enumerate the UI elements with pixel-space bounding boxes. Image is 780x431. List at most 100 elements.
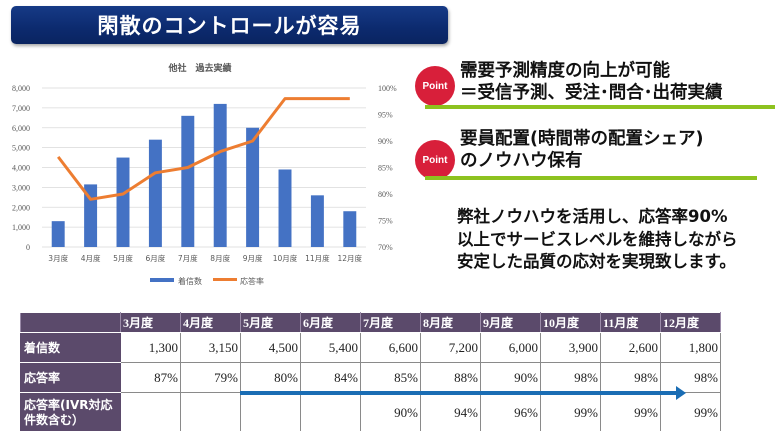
bar-calls — [51, 221, 65, 247]
table-cell: 2,600 — [600, 332, 661, 363]
y-left-tick-label: 1,000 — [12, 223, 30, 232]
y-left-tick-label: 4,000 — [12, 164, 30, 173]
table-cell: 79% — [180, 362, 241, 393]
point-badge: Point — [415, 140, 455, 180]
y-right-tick-label: 80% — [378, 190, 393, 199]
x-tick-label: 10月度 — [273, 253, 298, 263]
point-text: 要員配置(時間帯の配置シェア) のノウハウ保有 — [460, 129, 704, 171]
month-header: 7月度 — [360, 312, 421, 333]
x-tick-label: 3月度 — [48, 253, 68, 263]
x-tick-label: 12月度 — [338, 253, 363, 263]
title-banner: 閑散のコントロールが容易 — [11, 6, 448, 44]
series-line-answer-rate — [57, 97, 350, 201]
table-cell: 90% — [360, 392, 421, 431]
table-cell: 80% — [240, 362, 301, 393]
legend-label-rate: 応答率 — [240, 276, 264, 286]
table-cell: 6,600 — [360, 332, 421, 363]
table-cell: 98% — [660, 362, 721, 393]
table-row-answer-rate-ivr: 応答率(IVR対応 件数含む） 90% 94% 96% 99% 99% 99% — [20, 392, 721, 431]
month-header: 9月度 — [480, 312, 541, 333]
table-cell: 99% — [660, 392, 721, 431]
month-header: 10月度 — [540, 312, 601, 333]
data-table: 3月度 4月度 5月度 6月度 7月度 8月度 9月度 10月度 11月度 12… — [20, 312, 721, 431]
y-right-tick-label: 90% — [378, 137, 393, 146]
table-cell: 5,400 — [300, 332, 361, 363]
improvement-arrow — [240, 391, 677, 395]
row-label: 応答率(IVR対応 件数含む） — [20, 392, 121, 431]
chart-title: 他社 過去実績 — [167, 62, 231, 74]
table-cell: 1,300 — [120, 332, 181, 363]
month-header: 11月度 — [600, 312, 661, 333]
month-header: 12月度 — [660, 312, 721, 333]
y-left-tick-label: 8,000 — [12, 84, 30, 93]
table-cell: 3,150 — [180, 332, 241, 363]
table-cell: 84% — [300, 362, 361, 393]
y-left-tick-label: 3,000 — [12, 183, 30, 192]
y-left-tick-label: 2,000 — [12, 203, 30, 212]
table-row-calls: 着信数 1,300 3,150 4,500 5,400 6,600 7,200 … — [20, 332, 721, 363]
bar-calls — [148, 139, 162, 247]
x-tick-label: 5月度 — [113, 253, 133, 263]
legend-swatch-rate — [213, 278, 237, 281]
summary-text: 弊社ノウハウを活用し、応答率90% 以上でサービスレベルを維持しながら 安定した… — [457, 207, 738, 271]
table-corner — [20, 312, 121, 333]
bar-calls — [213, 103, 227, 248]
table-cell — [300, 392, 361, 431]
y-right-tick-label: 100% — [378, 84, 397, 93]
y-left-tick-label: 5,000 — [12, 144, 30, 153]
point-block-staffing: Point 要員配置(時間帯の配置シェア) のノウハウ保有 — [415, 128, 760, 186]
table-cell: 90% — [480, 362, 541, 393]
table-cell: 85% — [360, 362, 421, 393]
month-header: 6月度 — [300, 312, 361, 333]
table-cell: 88% — [420, 362, 481, 393]
table-cell: 98% — [540, 362, 601, 393]
point-text: 需要予測精度の向上が可能 ＝受信予測、受注･問合･出荷実績 — [460, 61, 723, 103]
legend-label-calls: 着信数 — [178, 276, 202, 286]
point-badge: Point — [415, 66, 455, 106]
bar-calls — [116, 157, 130, 247]
y-left-tick-label: 7,000 — [12, 104, 30, 113]
x-tick-label: 11月度 — [305, 253, 330, 263]
bar-calls — [310, 195, 324, 247]
table-header-row: 3月度 4月度 5月度 6月度 7月度 8月度 9月度 10月度 11月度 12… — [20, 312, 721, 333]
y-left-tick-label: 6,000 — [12, 124, 30, 133]
bar-calls — [278, 169, 292, 247]
table-cell — [240, 392, 301, 431]
x-tick-label: 6月度 — [146, 253, 166, 263]
table-cell: 96% — [480, 392, 541, 431]
x-tick-label: 4月度 — [81, 253, 101, 263]
table-cell: 1,800 — [660, 332, 721, 363]
table-cell: 99% — [540, 392, 601, 431]
green-underline — [425, 176, 757, 180]
y-right-tick-label: 70% — [378, 243, 393, 252]
y-right-tick-label: 85% — [378, 164, 393, 173]
y-right-tick-label: 75% — [378, 217, 393, 226]
month-header: 5月度 — [240, 312, 301, 333]
table-cell: 6,000 — [480, 332, 541, 363]
table-cell: 7,200 — [420, 332, 481, 363]
table-cell: 4,500 — [240, 332, 301, 363]
legend-swatch-calls — [150, 278, 174, 282]
table-cell: 87% — [120, 362, 181, 393]
table-cell: 94% — [420, 392, 481, 431]
month-header: 4月度 — [180, 312, 241, 333]
month-header: 3月度 — [120, 312, 181, 333]
x-tick-label: 9月度 — [243, 253, 263, 263]
table-cell: 3,900 — [540, 332, 601, 363]
x-tick-label: 7月度 — [178, 253, 198, 263]
arrow-head-icon — [676, 386, 686, 400]
y-left-tick-label: 0 — [26, 243, 30, 252]
bar-calls — [246, 127, 260, 247]
green-underline — [425, 105, 775, 109]
x-tick-label: 8月度 — [210, 253, 230, 263]
page-title: 閑散のコントロールが容易 — [97, 14, 362, 38]
row-label: 着信数 — [20, 332, 121, 363]
point-block-forecast: Point 需要予測精度の向上が可能 ＝受信予測、受注･問合･出荷実績 — [415, 60, 775, 110]
table-cell — [180, 392, 241, 431]
bar-calls — [181, 115, 195, 247]
row-label: 応答率 — [20, 362, 121, 393]
table-cell: 99% — [600, 392, 661, 431]
y-right-tick-label: 95% — [378, 111, 393, 120]
table-cell: 98% — [600, 362, 661, 393]
bar-calls — [343, 211, 357, 247]
